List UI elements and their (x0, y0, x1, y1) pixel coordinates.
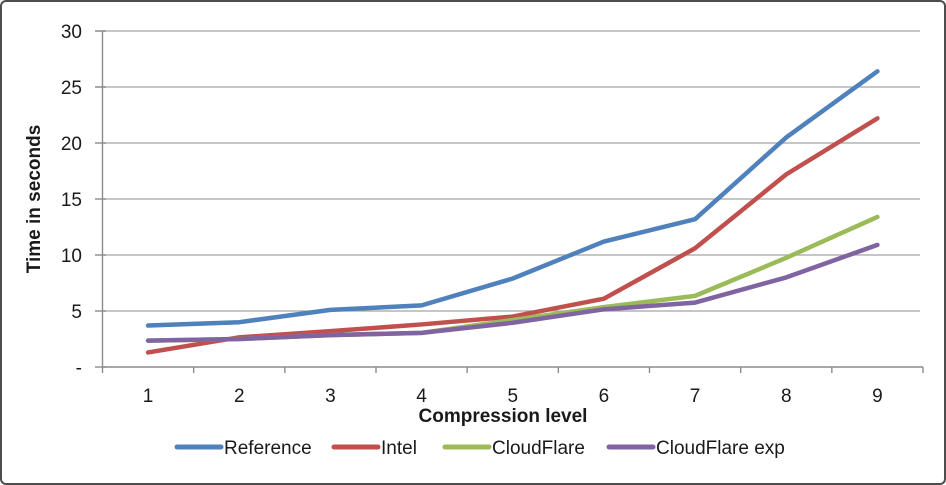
legend-item-cloudflare: CloudFlare (442, 438, 585, 459)
x-axis-title: Compression level (419, 406, 588, 427)
y-tick-label: 15 (61, 190, 82, 211)
y-tick-label: 20 (61, 134, 82, 155)
y-tick-label: - (76, 358, 82, 379)
axes (95, 30, 924, 373)
x-tick-label: 5 (507, 386, 518, 407)
y-tick-label: 30 (61, 22, 82, 43)
x-tick-label: 3 (325, 386, 336, 407)
legend-label: Reference (224, 438, 312, 459)
y-tick-label: 5 (71, 302, 82, 323)
y-axis-tick-labels: - 5 10 15 20 25 30 (61, 22, 82, 379)
gridlines (102, 30, 920, 312)
series-line-reference (145, 69, 880, 328)
x-tick-label: 8 (781, 386, 792, 407)
series-line-cloudflare-exp (145, 242, 880, 343)
y-tick-label: 10 (61, 246, 82, 267)
series-line-intel (145, 116, 880, 355)
legend: Reference Intel CloudFlare CloudFlare exp (174, 438, 785, 459)
legend-label: CloudFlare (492, 438, 585, 459)
x-tick-label: 9 (872, 386, 883, 407)
y-tick-label: 25 (61, 78, 82, 99)
legend-item-intel: Intel (331, 438, 417, 459)
x-tick-label: 4 (416, 386, 427, 407)
x-axis-tick-labels: 1 2 3 4 5 6 7 8 9 (143, 386, 883, 407)
legend-label: CloudFlare exp (656, 438, 785, 459)
x-tick-label: 7 (690, 386, 701, 407)
legend-item-reference: Reference (174, 438, 312, 459)
y-axis-title: Time in seconds (24, 125, 45, 274)
legend-label: Intel (381, 438, 417, 459)
series-lines (145, 69, 880, 355)
x-tick-label: 2 (234, 386, 245, 407)
x-tick-label: 1 (143, 386, 154, 407)
x-tick-label: 6 (599, 386, 610, 407)
legend-item-cloudflare-exp: CloudFlare exp (606, 438, 785, 459)
